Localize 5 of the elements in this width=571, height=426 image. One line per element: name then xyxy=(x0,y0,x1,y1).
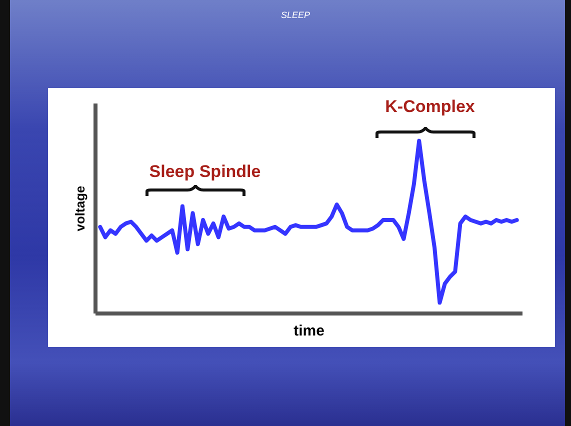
annotation: Sleep Spindle xyxy=(149,162,261,181)
x-axis-title: time xyxy=(294,322,324,340)
y-axis-title: voltage xyxy=(72,186,88,232)
chart-title: SLEEP xyxy=(280,10,312,20)
text: K-Complex xyxy=(385,97,476,116)
